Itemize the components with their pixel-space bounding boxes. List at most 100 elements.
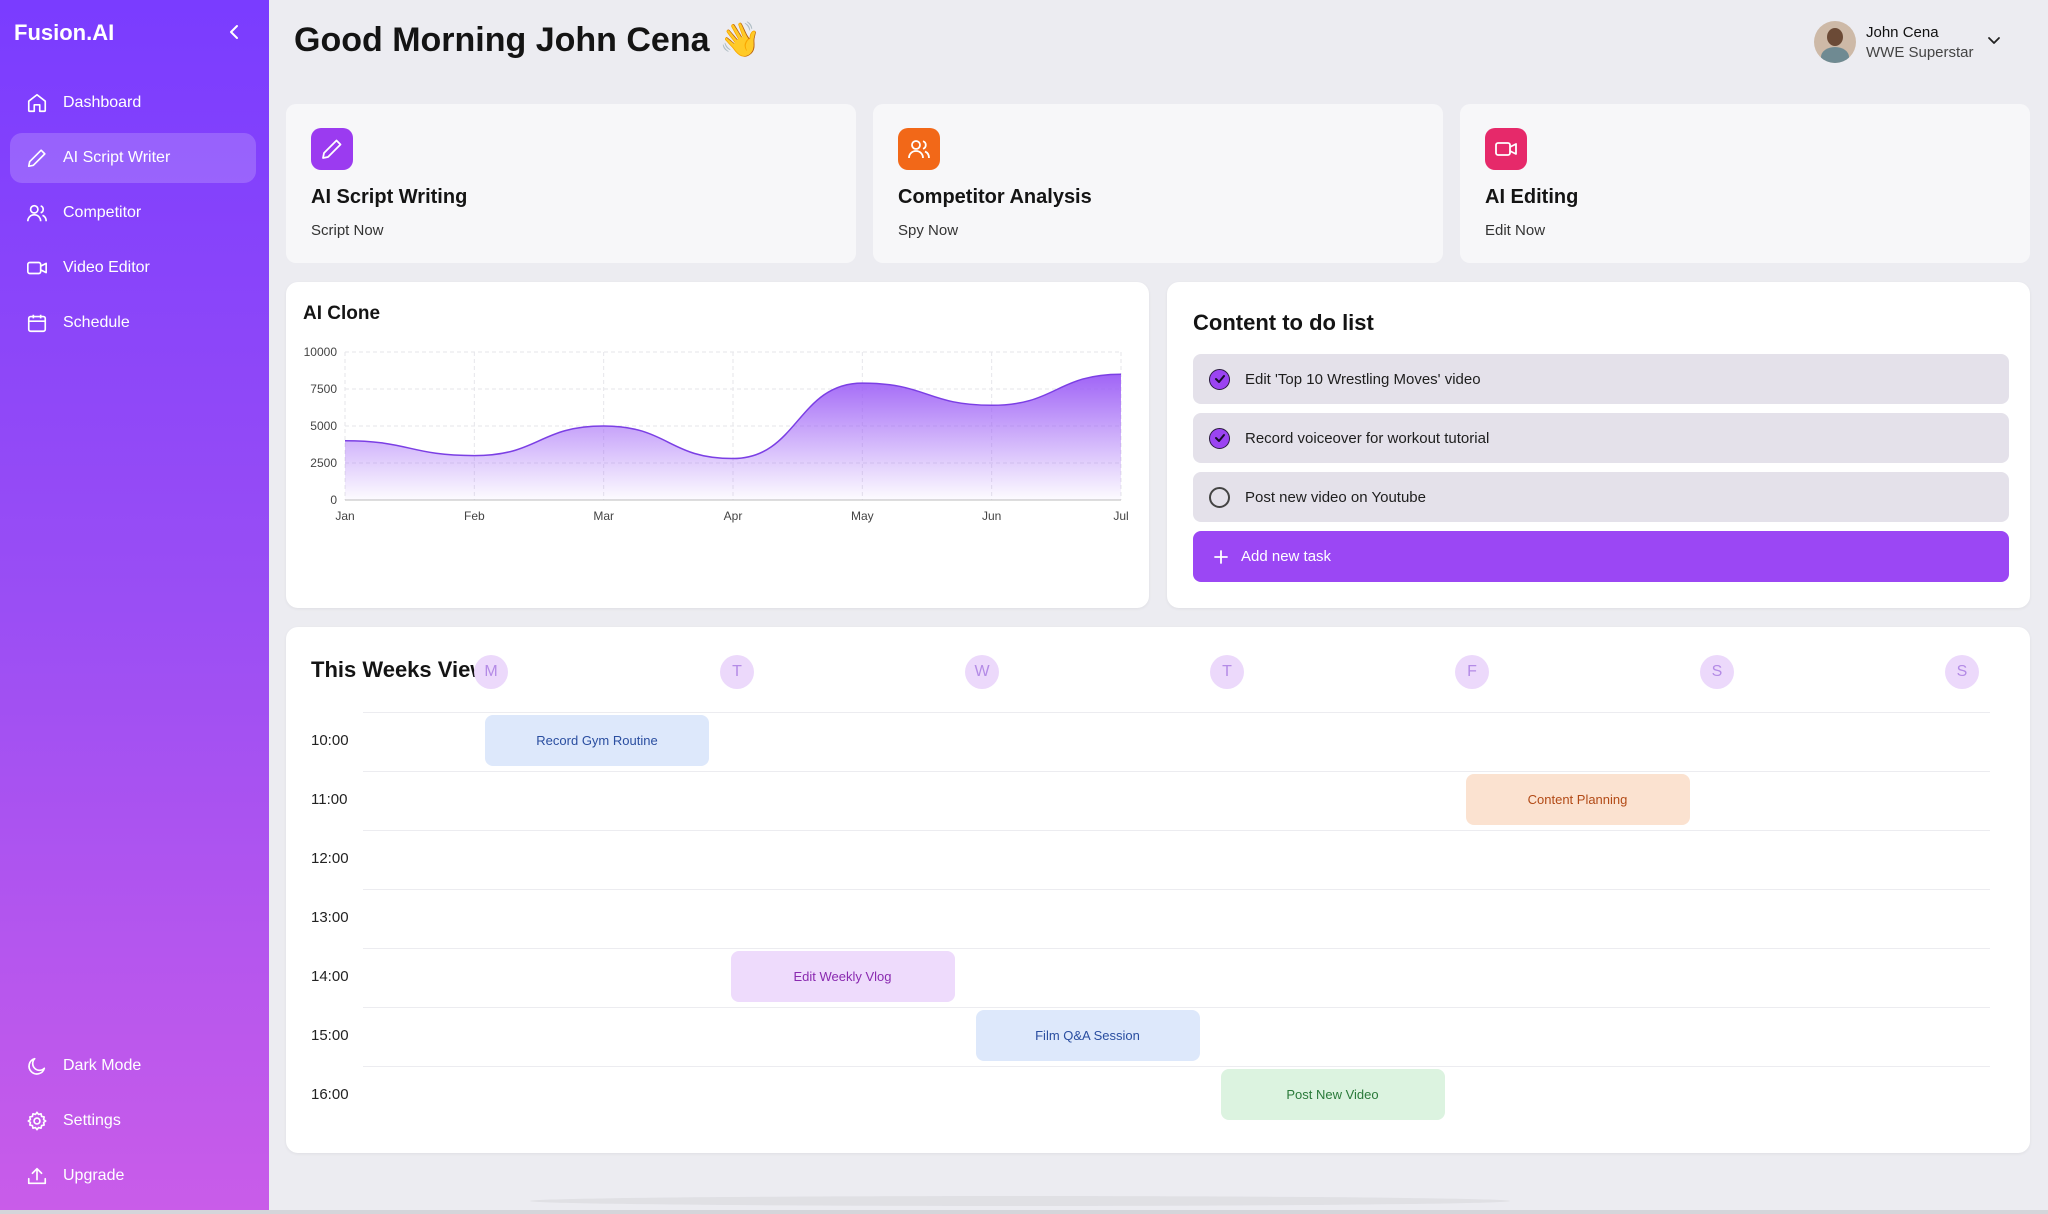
x-tick-label: Jun — [982, 509, 1001, 523]
todo-item[interactable]: Record voiceover for workout tutorial — [1193, 413, 2009, 463]
time-row-line — [363, 830, 1990, 831]
time-label: 16:00 — [311, 1086, 349, 1103]
time-row-line — [363, 771, 1990, 772]
sidebar-item-settings[interactable]: Settings — [10, 1096, 256, 1146]
series-line — [344, 373, 1122, 460]
x-tick-label: Mar — [593, 509, 614, 523]
time-label: 15:00 — [311, 1027, 349, 1044]
day-header[interactable]: T — [720, 655, 754, 689]
time-label: 12:00 — [311, 850, 349, 867]
feature-icon — [311, 128, 353, 170]
todo-title: Content to do list — [1193, 310, 1374, 335]
user-name: John Cena — [1866, 23, 1939, 41]
day-header[interactable]: S — [1945, 655, 1979, 689]
users-icon — [27, 204, 47, 222]
time-row-line — [363, 712, 1990, 713]
time-row-line — [363, 889, 1990, 890]
sidebar-item-label: Dashboard — [63, 94, 142, 111]
day-header[interactable]: F — [1455, 655, 1489, 689]
sidebar-item-label: Settings — [63, 1112, 121, 1129]
time-label: 13:00 — [311, 909, 349, 926]
checkbox-checked[interactable] — [1209, 427, 1230, 449]
todo-item[interactable]: Post new video on Youtube — [1193, 472, 2009, 522]
home-icon — [27, 93, 47, 113]
check-icon — [1214, 375, 1225, 383]
time-label: 10:00 — [311, 732, 349, 749]
todo-item[interactable]: Edit 'Top 10 Wrestling Moves' video — [1193, 354, 2009, 404]
todo-text: Record voiceover for workout tutorial — [1245, 429, 1490, 447]
script-now-link[interactable]: Script Now — [311, 222, 384, 239]
x-tick-label: May — [851, 509, 874, 523]
todo-text: Post new video on Youtube — [1245, 488, 1426, 506]
video-camera-icon — [27, 261, 47, 275]
add-task-button[interactable]: Add new task — [1193, 531, 2009, 582]
area-fill — [345, 374, 1121, 500]
sidebar-item-dashboard[interactable]: Dashboard — [10, 78, 256, 128]
profile-text: John Cena WWE Superstar — [1866, 24, 1974, 61]
time-label: 14:00 — [311, 968, 349, 985]
day-header[interactable]: S — [1700, 655, 1734, 689]
feature-icon — [1485, 128, 1527, 170]
chevron-down-icon[interactable] — [1986, 32, 2002, 48]
pencil-icon — [322, 139, 342, 159]
x-tick-label: Apr — [724, 509, 743, 523]
ai-clone-chart: 0 2500 5000 7500 10000 Jan Feb Mar Apr May Jun Jul — [304, 345, 1129, 523]
sidebar-item-label: Upgrade — [63, 1167, 125, 1184]
sidebar-item-competitor[interactable]: Competitor — [10, 188, 256, 238]
day-header[interactable]: T — [1210, 655, 1244, 689]
week-view-panel: This Weeks View M T W T F S S 10:00 11:00 12:00 1… — [286, 627, 2030, 1153]
calendar-event[interactable]: Content Planning — [1465, 774, 1690, 825]
page-title: Good Morning John Cena 👋 — [294, 21, 762, 59]
video-camera-icon — [1495, 142, 1517, 156]
chevron-left-icon[interactable] — [224, 20, 244, 44]
feature-icon — [898, 128, 940, 170]
calendar-icon — [27, 314, 47, 333]
sidebar-item-label: Dark Mode — [63, 1057, 142, 1074]
x-tick-label: Jan — [335, 509, 354, 523]
avatar[interactable] — [1814, 21, 1856, 63]
x-tick-label: Jul — [1113, 509, 1128, 523]
time-label: 11:00 — [311, 791, 348, 808]
time-row-line — [363, 1066, 1990, 1067]
sidebar-item-label: AI Script Writer — [63, 149, 171, 166]
x-tick-label: Feb — [464, 509, 485, 523]
edit-now-link[interactable]: Edit Now — [1485, 222, 1546, 239]
dark-mode-toggle[interactable]: Dark Mode — [10, 1041, 256, 1091]
todo-text: Edit 'Top 10 Wrestling Moves' video — [1245, 370, 1481, 388]
calendar-event[interactable]: Edit Weekly Vlog — [730, 951, 955, 1002]
users-icon — [908, 140, 930, 159]
day-header[interactable]: M — [474, 655, 508, 689]
checkbox-checked[interactable] — [1209, 368, 1230, 390]
week-title: This Weeks View — [311, 657, 488, 682]
checkbox-unchecked[interactable] — [1209, 486, 1230, 508]
sidebar-item-ai-script-writer[interactable]: AI Script Writer — [10, 133, 256, 183]
feature-title: Competitor Analysis — [898, 186, 1092, 208]
day-header[interactable]: W — [965, 655, 999, 689]
plus-icon — [1214, 549, 1228, 564]
sidebar-item-video-editor[interactable]: Video Editor — [10, 243, 256, 293]
feature-card-script-writing[interactable]: AI Script Writing Script Now — [286, 104, 856, 263]
calendar-event[interactable]: Film Q&A Session — [975, 1010, 1200, 1061]
pencil-icon — [27, 149, 46, 168]
moon-icon — [28, 1057, 46, 1075]
time-row-line — [363, 1007, 1990, 1008]
add-task-label: Add new task — [1241, 548, 1332, 565]
ai-clone-panel: AI Clone 0 2500 5000 7500 10000 Jan Feb Mar Apr M… — [286, 282, 1149, 608]
y-tick-label: 0 — [330, 493, 337, 507]
todo-panel: Content to do list Edit 'Top 10 Wrestlin… — [1167, 282, 2030, 608]
time-row-line — [363, 948, 1990, 949]
feature-card-ai-editing[interactable]: AI Editing Edit Now — [1460, 104, 2030, 263]
brand-logo[interactable]: Fusion.AI — [14, 20, 115, 45]
calendar-event[interactable]: Post New Video — [1220, 1069, 1445, 1120]
feature-card-competitor-analysis[interactable]: Competitor Analysis Spy Now — [873, 104, 1443, 263]
calendar-event[interactable]: Record Gym Routine — [485, 715, 709, 766]
check-icon — [1214, 434, 1225, 442]
y-tick-label: 10000 — [304, 345, 338, 359]
chart-title: AI Clone — [303, 303, 381, 324]
sidebar-item-schedule[interactable]: Schedule — [10, 298, 256, 348]
user-profile[interactable]: John Cena WWE Superstar — [1814, 18, 2014, 66]
spy-now-link[interactable]: Spy Now — [898, 222, 959, 239]
gear-icon — [27, 1111, 47, 1131]
sidebar-item-label: Video Editor — [63, 259, 150, 276]
sidebar-item-upgrade[interactable]: Upgrade — [10, 1151, 256, 1201]
